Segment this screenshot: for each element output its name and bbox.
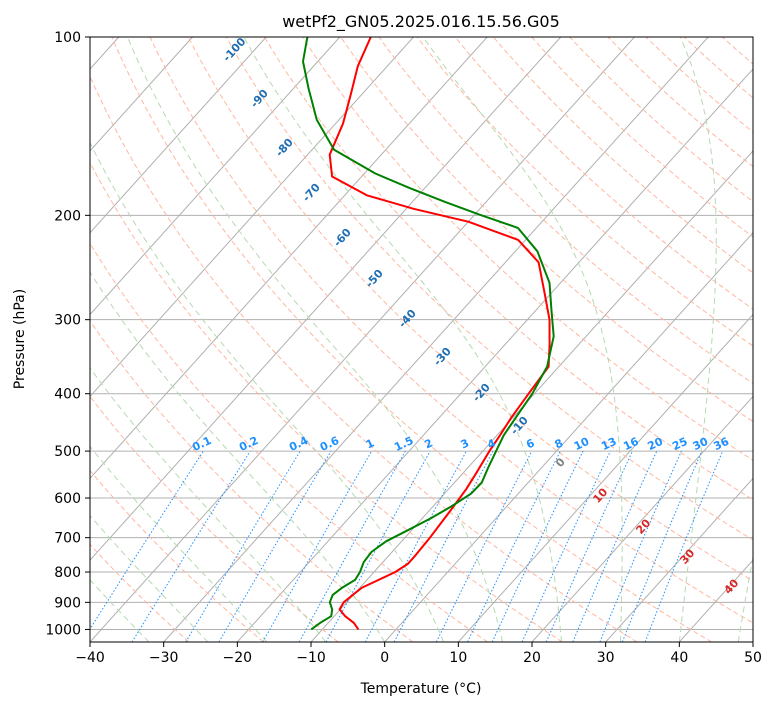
x-tick-label: 40 [670,650,688,666]
plot-area [90,37,753,642]
x-tick-label: 50 [744,650,762,666]
y-tick-label: 600 [54,491,81,507]
x-axis-label: Temperature (°C) [360,681,482,697]
x-tick-label: −40 [75,650,105,666]
y-tick-label: 100 [54,30,81,46]
chart-title: wetPf2_GN05.2025.016.15.56.G05 [282,12,560,32]
y-tick-label: 400 [54,387,81,403]
x-tick-label: 0 [380,650,389,666]
y-tick-label: 500 [54,444,81,460]
y-axis-label: Pressure (hPa) [12,289,28,389]
y-tick-label: 200 [54,208,81,224]
x-tick-label: 30 [597,650,615,666]
x-tick-label: −30 [149,650,179,666]
y-tick-label: 700 [54,531,81,547]
x-tick-label: −10 [296,650,326,666]
x-tick-label: 10 [449,650,467,666]
y-tick-label: 900 [54,595,81,611]
x-tick-label: −20 [223,650,253,666]
y-tick-label: 1000 [45,622,81,638]
x-tick-label: 20 [523,650,541,666]
y-tick-label: 300 [54,313,81,329]
y-tick-label: 800 [54,565,81,581]
